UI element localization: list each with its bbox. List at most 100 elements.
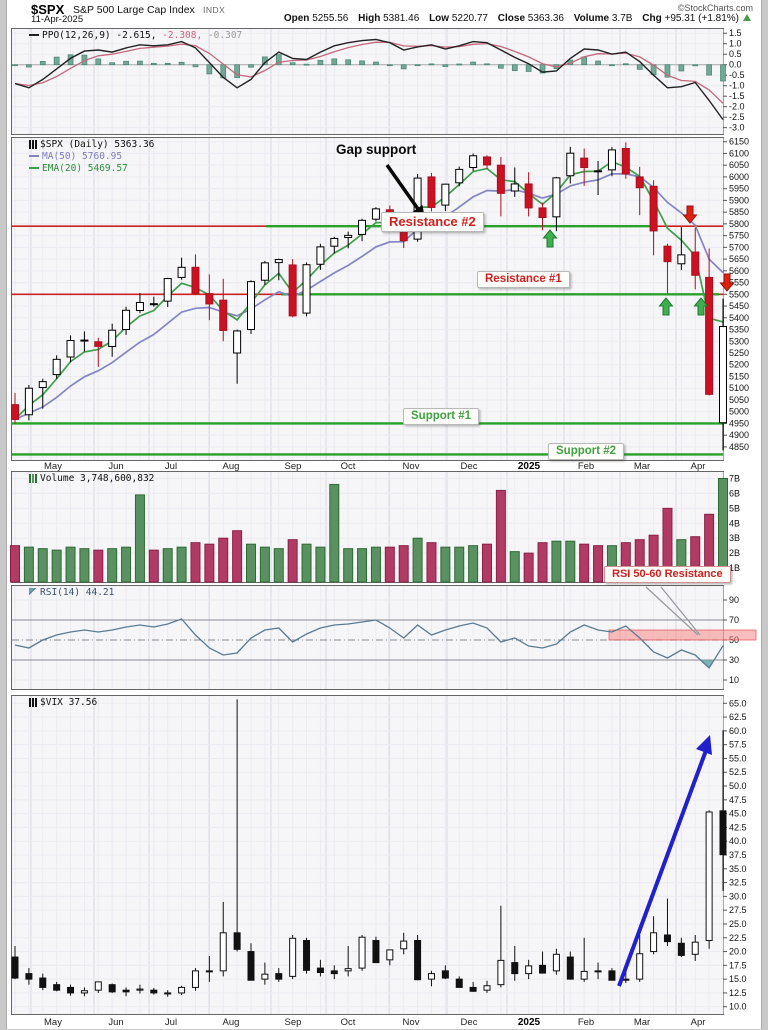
- green-up-arrow-icon: [658, 297, 674, 316]
- svg-text:6B: 6B: [729, 488, 740, 498]
- rsi-resistance-band: [608, 629, 757, 641]
- price-legend-main: $SPX (Daily) 5363.36: [29, 139, 154, 150]
- svg-text:5750: 5750: [729, 231, 749, 241]
- green-up-arrow-icon: [693, 297, 709, 316]
- svg-text:-3.0: -3.0: [729, 123, 745, 133]
- month-label: Apr: [690, 1017, 706, 1028]
- svg-text:5000: 5000: [729, 407, 749, 417]
- close-label: Close: [497, 13, 526, 24]
- svg-text:-0.5: -0.5: [729, 70, 745, 80]
- svg-text:4B: 4B: [729, 518, 740, 528]
- chg-label: Chg: [642, 13, 662, 24]
- low-value: 5220.77: [451, 13, 488, 24]
- svg-text:5150: 5150: [729, 371, 749, 381]
- svg-text:32.5: 32.5: [729, 878, 747, 888]
- month-label: Nov: [402, 1017, 420, 1028]
- svg-text:5050: 5050: [729, 395, 749, 405]
- svg-text:5500: 5500: [729, 289, 749, 299]
- svg-text:-1.5: -1.5: [729, 91, 745, 101]
- svg-text:5650: 5650: [729, 254, 749, 264]
- svg-text:55.0: 55.0: [729, 753, 747, 763]
- month-label: Dec: [460, 461, 478, 472]
- month-label: 2025: [517, 461, 541, 472]
- gap-support-label: Gap support: [336, 142, 417, 157]
- svg-text:2B: 2B: [729, 548, 740, 558]
- svg-text:5300: 5300: [729, 336, 749, 346]
- month-label: Jun: [108, 461, 124, 472]
- volume-label: Volume: [573, 13, 610, 24]
- rsi-legend: RSI(14) 44.21: [29, 587, 114, 598]
- price-legend-text: $SPX (Daily) 5363.36: [40, 139, 155, 150]
- bar-chart-icon: [29, 474, 37, 483]
- low-label: Low: [429, 13, 450, 24]
- index-name: S&P 500 Large Cap Index: [73, 4, 195, 16]
- stockcharts-credit: ©StockCharts.com: [677, 3, 753, 13]
- red-down-arrow-icon: [719, 273, 735, 292]
- svg-text:52.5: 52.5: [729, 767, 747, 777]
- svg-text:42.5: 42.5: [729, 822, 747, 832]
- ppo-legend: PPO(12,26,9) -2.615, -2.308, -0.307: [29, 30, 242, 41]
- support-2-label: Support #2: [548, 443, 625, 460]
- svg-text:5850: 5850: [729, 207, 749, 217]
- price-legend-ma50: MA(50) 5760.95: [29, 151, 122, 162]
- svg-text:5B: 5B: [729, 503, 740, 513]
- chart-date: 11-Apr-2025: [31, 14, 84, 25]
- svg-text:3B: 3B: [729, 533, 740, 543]
- ema20-line-swatch-icon: [29, 166, 39, 169]
- rsi-resistance-label: RSI 50-60 Resistance: [604, 566, 731, 583]
- svg-text:65.0: 65.0: [729, 698, 747, 708]
- volume-legend: Volume 3,748,600,832: [29, 473, 154, 484]
- svg-text:30: 30: [729, 655, 739, 665]
- quote-line: Open 5255.56 High 5381.46 Low 5220.77 Cl…: [277, 13, 751, 24]
- svg-text:17.5: 17.5: [729, 960, 747, 970]
- svg-text:0.0: 0.0: [729, 60, 742, 70]
- svg-text:35.0: 35.0: [729, 864, 747, 874]
- open-value: 5255.56: [312, 13, 349, 24]
- svg-text:1.0: 1.0: [729, 39, 742, 49]
- month-label: Sep: [284, 461, 302, 472]
- ema20-legend-text: EMA(20) 5469.57: [42, 163, 128, 174]
- month-label: Jul: [164, 1017, 178, 1028]
- month-label: Mar: [633, 1017, 651, 1028]
- price-legend-ema20: EMA(20) 5469.57: [29, 163, 128, 174]
- ppo-legend-label: PPO(12,26,9): [42, 30, 111, 41]
- month-label: Jul: [164, 461, 178, 472]
- symbol: $SPX: [31, 2, 65, 17]
- open-label: Open: [283, 13, 310, 24]
- vix-legend: $VIX 37.56: [29, 697, 97, 708]
- svg-text:1B: 1B: [729, 563, 740, 573]
- svg-text:40.0: 40.0: [729, 836, 747, 846]
- green-up-arrow-icon: [542, 229, 558, 248]
- svg-text:-2.5: -2.5: [729, 112, 745, 122]
- svg-text:5700: 5700: [729, 242, 749, 252]
- svg-text:-2.0: -2.0: [729, 102, 745, 112]
- svg-text:12.5: 12.5: [729, 988, 747, 998]
- svg-text:70: 70: [729, 615, 739, 625]
- vix-legend-text: $VIX 37.56: [40, 697, 98, 708]
- svg-text:6100: 6100: [729, 148, 749, 158]
- month-label: Sep: [284, 1017, 302, 1028]
- svg-text:5250: 5250: [729, 348, 749, 358]
- svg-text:5350: 5350: [729, 325, 749, 335]
- volume-legend-text: Volume 3,748,600,832: [40, 473, 155, 484]
- svg-text:37.5: 37.5: [729, 850, 747, 860]
- support-1-label: Support #1: [403, 408, 480, 425]
- ma50-line-swatch-icon: [29, 154, 39, 157]
- month-label: Apr: [690, 461, 706, 472]
- month-label: Nov: [402, 461, 420, 472]
- svg-text:22.5: 22.5: [729, 933, 747, 943]
- ema20-line: [14, 160, 724, 420]
- chart-header: $SPX S&P 500 Large Cap Index INDX ©Stock…: [7, 0, 761, 27]
- svg-text:47.5: 47.5: [729, 795, 747, 805]
- svg-text:10: 10: [729, 675, 739, 685]
- month-label: May: [44, 461, 62, 472]
- svg-text:62.5: 62.5: [729, 712, 747, 722]
- ppo-value: -2.615,: [116, 30, 157, 41]
- close-value: 5363.36: [527, 13, 564, 24]
- vix-panel: 10.0 12.5 15.0 17.5 20.0 22.5 25.0 27.5 30.0 32.5…: [11, 695, 747, 1015]
- svg-text:25.0: 25.0: [729, 919, 747, 929]
- ppo-signal-value: -2.308,: [162, 30, 203, 41]
- volume-value: 3.7B: [611, 13, 633, 24]
- month-label: Aug: [222, 1017, 240, 1028]
- svg-text:27.5: 27.5: [729, 905, 747, 915]
